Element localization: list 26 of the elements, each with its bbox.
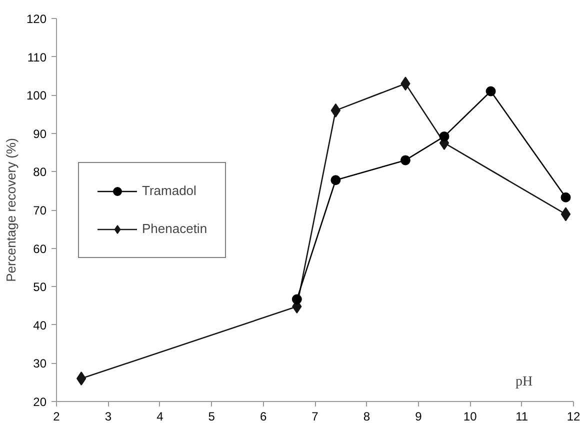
x-tick-label: 3 <box>104 410 112 423</box>
x-tick-label: 5 <box>208 410 216 423</box>
x-tick-label: 9 <box>415 410 422 423</box>
x-tick-label: 8 <box>363 410 370 423</box>
y-tick-label: 120 <box>26 12 47 26</box>
y-tick-label: 20 <box>33 395 47 409</box>
x-tick-label: 7 <box>312 410 319 423</box>
y-tick-label: 70 <box>33 204 47 218</box>
x-tick-label: 11 <box>516 410 528 423</box>
x-tick-label: 10 <box>463 410 478 423</box>
y-tick-label: 80 <box>33 165 47 180</box>
legend-label: Tramadol <box>142 183 196 198</box>
legend-label: Phenacetin <box>142 221 208 236</box>
x-axis-title: pH <box>516 374 533 390</box>
y-tick-label: 100 <box>26 88 47 103</box>
y-tick-label: 40 <box>33 318 47 332</box>
x-tick-label: 12 <box>566 410 580 423</box>
y-axis-title: Percentage recovery (%) <box>3 138 18 282</box>
y-tick-label: 110 <box>27 50 47 64</box>
x-tick-label: 4 <box>156 410 164 423</box>
y-tick-label: 30 <box>33 356 47 371</box>
y-tick-label: 90 <box>33 126 47 141</box>
x-tick-label: 6 <box>260 410 267 423</box>
y-tick-label: 50 <box>33 280 47 294</box>
y-tick-label: 60 <box>33 242 47 256</box>
x-tick-label: 2 <box>53 410 60 423</box>
